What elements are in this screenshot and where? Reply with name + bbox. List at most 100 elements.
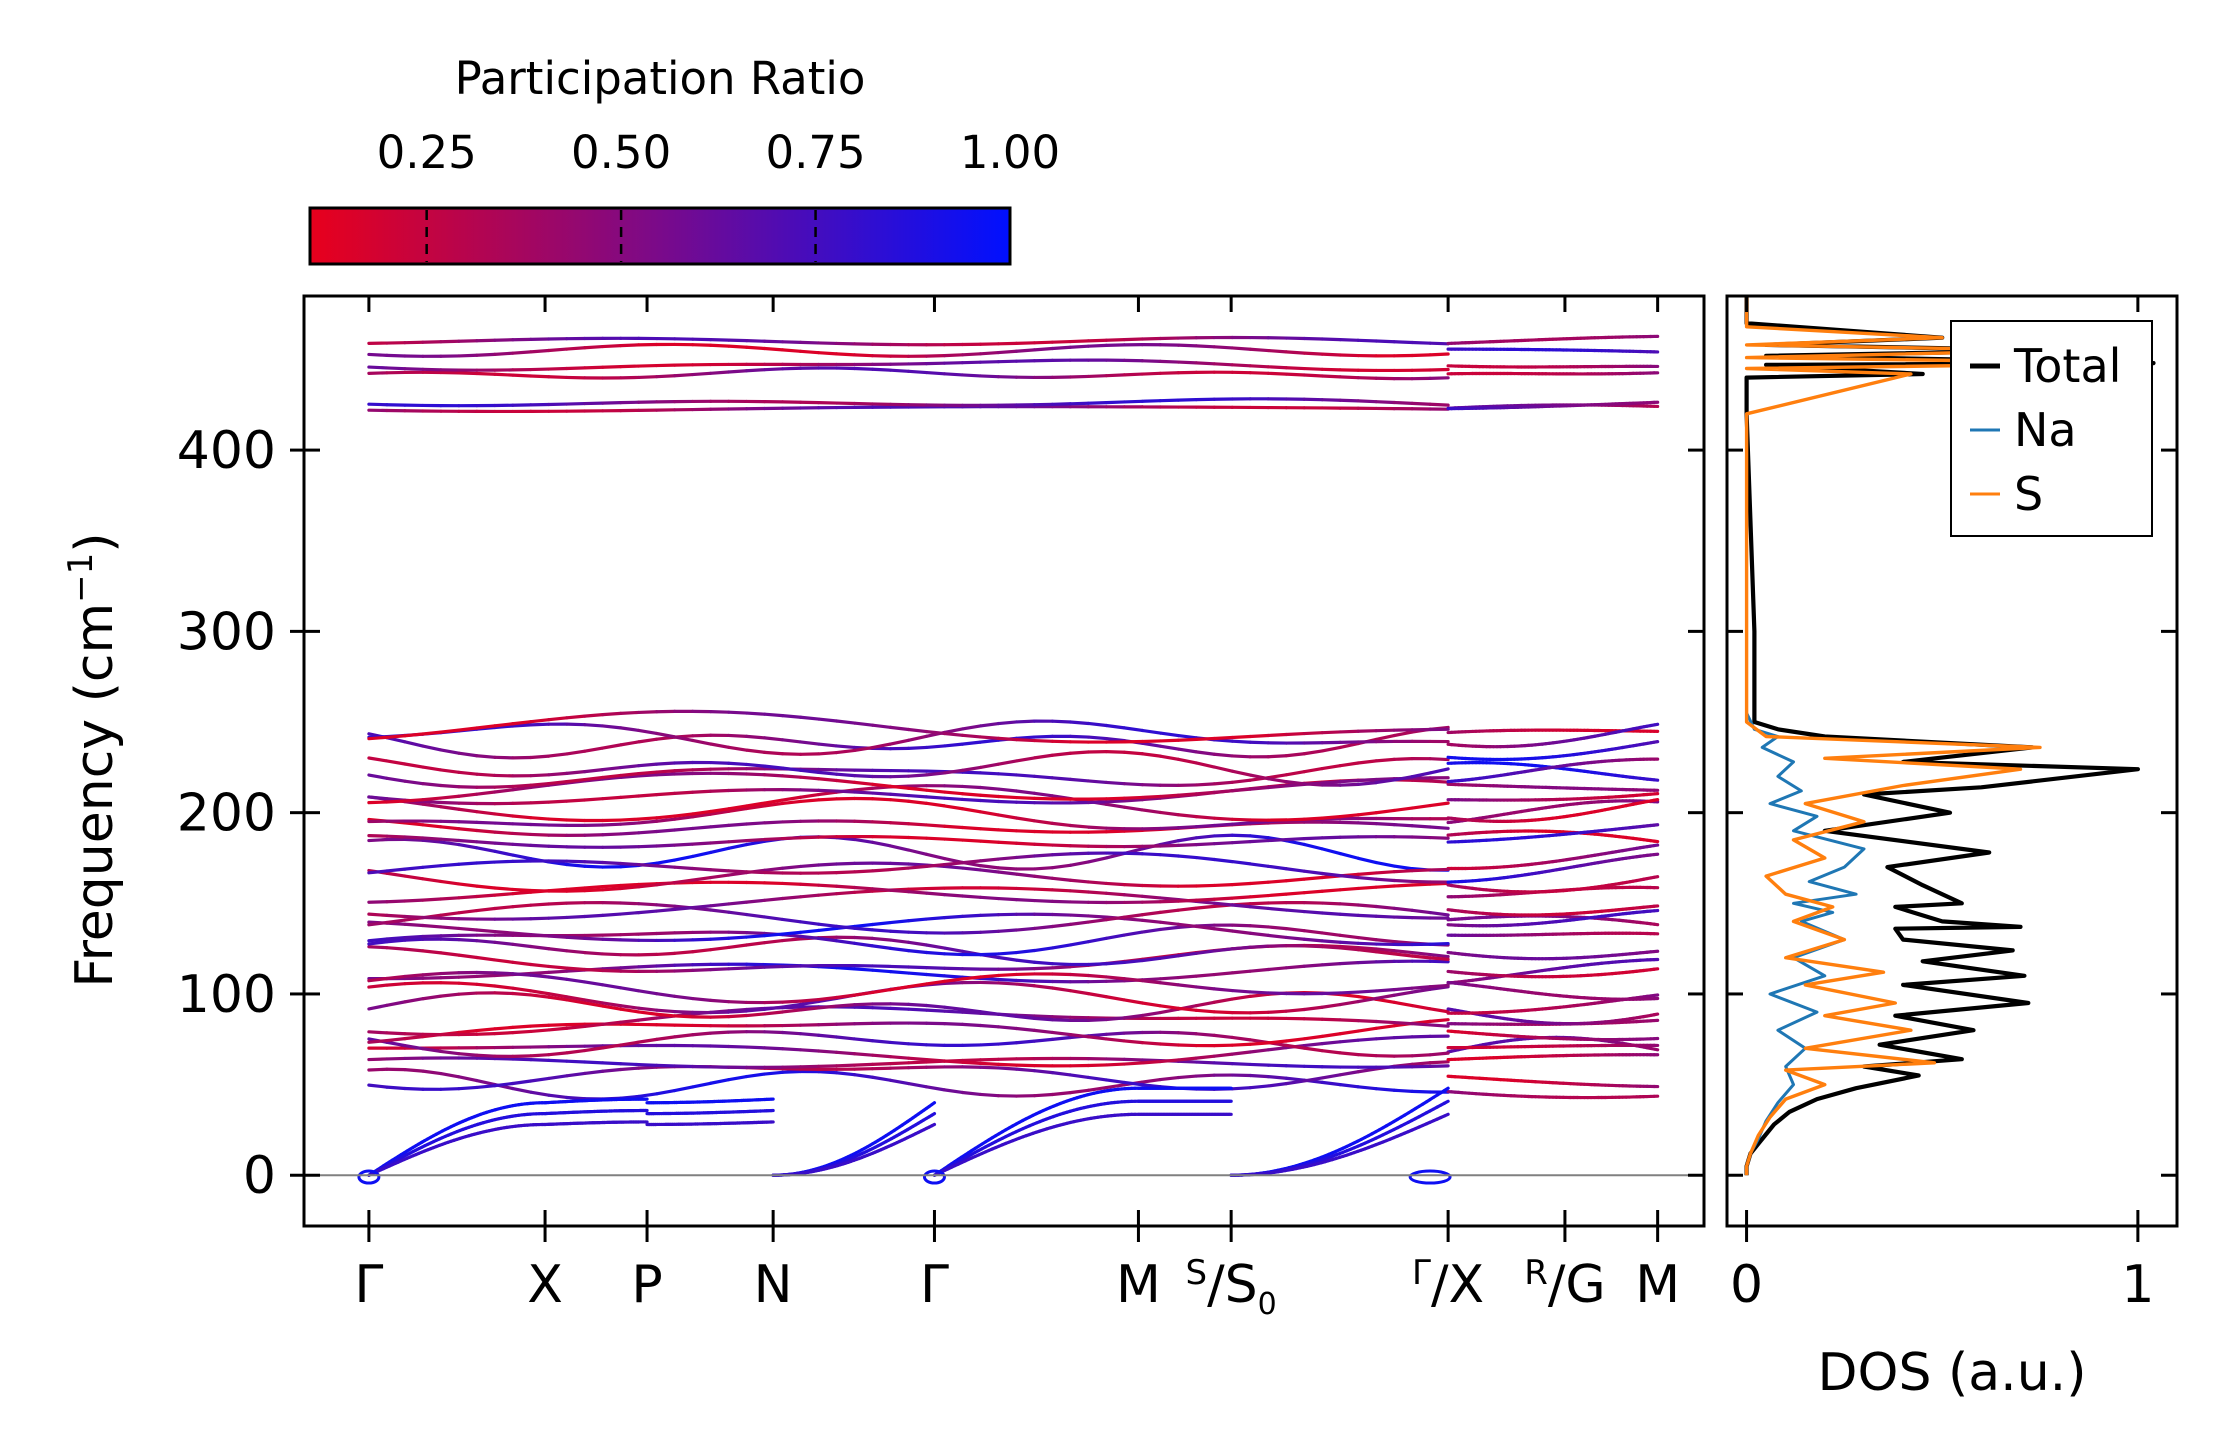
- optical-band: [780, 917, 803, 924]
- optical-band: [655, 769, 677, 774]
- optical-band: [816, 777, 839, 783]
- optical-band: [745, 339, 767, 343]
- optical-band: [834, 772, 857, 778]
- optical-band: [367, 773, 389, 780]
- optical-band: [888, 1066, 911, 1070]
- optical-band: [1302, 963, 1324, 968]
- optical-band: [1104, 881, 1126, 887]
- optical-band: [583, 713, 605, 718]
- optical-band: [942, 784, 965, 789]
- optical-band: [1122, 828, 1144, 833]
- optical-band: [960, 352, 983, 357]
- optical-band: [511, 1079, 533, 1086]
- optical-band: [1068, 374, 1090, 379]
- optical-band: [457, 371, 479, 376]
- optical-band: [1266, 784, 1288, 790]
- optical-band: [1374, 988, 1396, 993]
- optical-band: [385, 734, 407, 739]
- optical-band: [1356, 903, 1378, 909]
- optical-band: [1212, 1010, 1234, 1015]
- optical-band: [1050, 402, 1072, 406]
- optical-band: [601, 743, 623, 750]
- optical-band: [906, 965, 929, 970]
- optical-band: [1194, 782, 1216, 787]
- optical-band: [1410, 824, 1432, 829]
- optical-band: [852, 786, 875, 792]
- optical-band: [1248, 924, 1270, 929]
- optical-band: [996, 813, 1019, 820]
- optical-band: [1374, 938, 1396, 944]
- optical-band: [1320, 888, 1342, 893]
- optical-band: [1158, 920, 1180, 926]
- optical-band: [1140, 336, 1162, 341]
- optical-band: [385, 946, 407, 951]
- optical-band: [1140, 979, 1162, 985]
- optical-band: [1338, 741, 1360, 750]
- optical-band: [403, 798, 425, 803]
- optical-band: [1230, 1035, 1252, 1042]
- optical-band: [529, 781, 551, 787]
- optical-band: [637, 863, 659, 868]
- optical-band: [996, 972, 1019, 978]
- optical-band: [439, 916, 461, 921]
- optical-band: [996, 1025, 1019, 1031]
- optical-band: [1050, 1018, 1072, 1023]
- optical-band: [673, 1014, 695, 1019]
- optical-band: [421, 796, 443, 802]
- optical-band: [834, 1035, 857, 1041]
- optical-band: [1302, 875, 1324, 881]
- optical-band: [1284, 908, 1306, 914]
- optical-band: [403, 1086, 425, 1091]
- optical-band: [1176, 1031, 1198, 1036]
- optical-band: [906, 848, 929, 856]
- optical-band: [780, 881, 803, 886]
- optical-band: [1140, 956, 1162, 963]
- optical-band: [942, 1022, 965, 1027]
- optical-band: [619, 932, 641, 937]
- optical-band: [745, 930, 767, 936]
- optical-band: [637, 909, 659, 915]
- optical-band: [1140, 883, 1162, 888]
- optical-band: [529, 933, 551, 938]
- optical-band: [924, 862, 947, 868]
- optical-band: [1302, 1076, 1324, 1083]
- optical-band: [601, 952, 623, 957]
- optical-band: [1302, 816, 1324, 821]
- optical-band: [1104, 780, 1126, 786]
- optical-band: [1212, 896, 1234, 901]
- optical-band: [1266, 348, 1288, 354]
- optical-band: [1652, 1047, 1660, 1052]
- optical-band: [960, 894, 983, 899]
- optical-band: [906, 930, 929, 935]
- optical-band: [637, 737, 659, 744]
- optical-band: [493, 841, 515, 846]
- optical-band: [1356, 777, 1378, 783]
- optical-band: [1086, 992, 1108, 999]
- optical-band: [1086, 880, 1108, 886]
- optical-band: [421, 923, 443, 929]
- optical-band: [960, 784, 983, 790]
- optical-band: [1032, 796, 1054, 801]
- optical-band: [888, 919, 911, 925]
- optical-band: [619, 817, 641, 822]
- optical-band: [727, 869, 749, 874]
- optical-band: [780, 1030, 803, 1036]
- optical-band: [727, 788, 749, 793]
- optical-band: [1302, 889, 1324, 895]
- optical-band: [637, 793, 659, 798]
- optical-band: [529, 888, 551, 893]
- optical-band: [475, 982, 497, 988]
- colorbar-label: Participation Ratio: [455, 52, 866, 105]
- optical-band: [1212, 780, 1234, 786]
- optical-band: [475, 790, 497, 796]
- optical-band: [888, 1006, 911, 1011]
- optical-band: [978, 350, 1001, 356]
- optical-band: [1194, 855, 1216, 862]
- optical-band: [1032, 966, 1054, 971]
- optical-band: [1122, 337, 1144, 342]
- optical-band: [852, 1052, 875, 1057]
- optical-band: [403, 981, 425, 986]
- optical-band: [888, 1040, 911, 1046]
- optical-band: [1140, 918, 1162, 924]
- optical-band: [763, 932, 785, 938]
